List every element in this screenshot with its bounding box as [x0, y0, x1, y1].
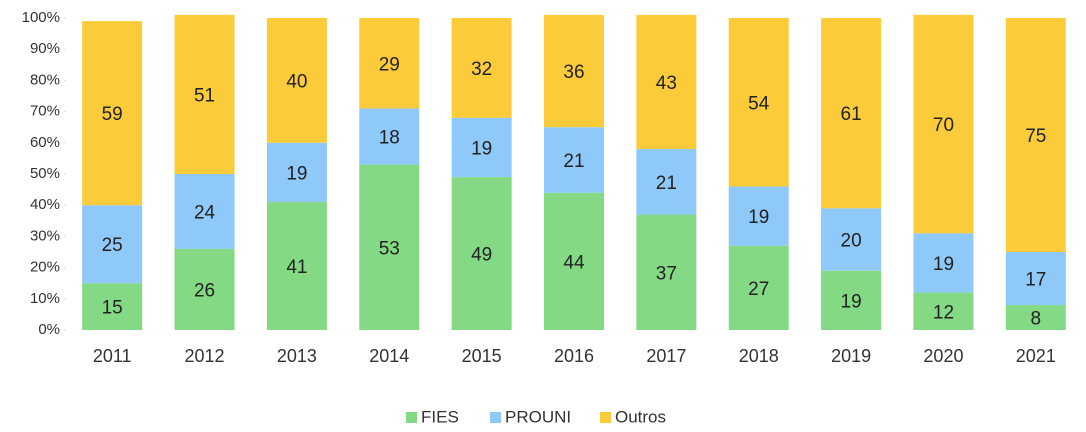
data-label: 21	[563, 151, 584, 172]
legend-label: PROUNI	[505, 407, 571, 426]
y-tick-label: 100%	[22, 9, 60, 26]
bar-segment	[821, 270, 882, 330]
data-label: 12	[933, 302, 954, 323]
y-tick-label: 30%	[30, 227, 60, 244]
data-label: 75	[1025, 126, 1046, 147]
bar-segment	[266, 18, 327, 143]
data-label: 36	[563, 62, 584, 83]
data-label: 19	[841, 291, 862, 312]
bar-segment	[636, 149, 697, 215]
data-label: 19	[286, 163, 307, 184]
y-tick-label: 20%	[30, 259, 60, 276]
bar-segment	[544, 14, 604, 128]
legend-swatch	[490, 412, 501, 423]
data-label: 27	[748, 279, 769, 300]
data-label: 24	[194, 202, 216, 223]
data-label: 18	[379, 128, 400, 149]
data-label: 54	[748, 93, 770, 114]
bar-segment	[82, 205, 143, 284]
y-tick-label: 70%	[30, 103, 60, 120]
data-label: 29	[379, 54, 400, 75]
bar-segment	[266, 142, 327, 203]
y-tick-label: 80%	[30, 71, 60, 88]
bar-segment	[913, 233, 974, 293]
data-label: 49	[471, 245, 492, 266]
bar-segment	[1005, 252, 1066, 306]
bar-segment	[1005, 305, 1066, 330]
data-label: 51	[194, 85, 215, 106]
bar-segment	[451, 177, 512, 330]
bar-segment	[821, 18, 882, 209]
bar-segment	[451, 117, 512, 178]
x-tick-label: 2018	[739, 346, 779, 366]
x-tick-label: 2019	[831, 346, 871, 366]
legend-swatch	[406, 412, 417, 423]
bar-segment	[1005, 18, 1066, 252]
bar-segment	[544, 127, 604, 193]
y-tick-label: 50%	[30, 165, 60, 182]
bar-segment	[174, 248, 235, 330]
data-label: 70	[933, 115, 954, 136]
y-tick-label: 10%	[30, 290, 60, 307]
bar-segment	[636, 14, 697, 150]
bar-segment	[266, 202, 327, 330]
legend-label: FIES	[421, 407, 459, 426]
legend-swatch	[600, 412, 611, 423]
data-label: 19	[933, 254, 954, 275]
x-tick-label: 2013	[277, 346, 317, 366]
bar-segment	[174, 174, 235, 249]
bar-segment	[821, 208, 882, 271]
bar-segment	[728, 18, 789, 187]
bar-segment	[913, 14, 974, 234]
y-tick-label: 60%	[30, 134, 60, 151]
bar-segment	[636, 214, 697, 330]
x-tick-label: 2017	[646, 346, 686, 366]
x-tick-label: 2012	[185, 346, 225, 366]
data-label: 44	[563, 252, 585, 273]
data-label: 20	[841, 231, 862, 252]
legend-label: Outros	[615, 407, 666, 426]
data-label: 19	[748, 207, 769, 228]
data-label: 19	[471, 138, 492, 159]
x-tick-label: 2016	[554, 346, 594, 366]
data-label: 43	[656, 73, 677, 94]
bar-segment	[82, 21, 143, 206]
data-label: 53	[379, 238, 400, 259]
bar-segment	[359, 164, 420, 330]
bar-segment	[544, 192, 604, 330]
y-tick-label: 90%	[30, 40, 60, 57]
data-label: 61	[841, 104, 862, 125]
bar-segment	[82, 283, 143, 330]
bar-segment	[913, 292, 974, 330]
bar-segment	[728, 186, 789, 246]
x-tick-label: 2014	[369, 346, 409, 366]
data-label: 21	[656, 173, 677, 194]
y-tick-label: 40%	[30, 196, 60, 213]
bar-segment	[728, 245, 789, 330]
data-label: 8	[1031, 309, 1042, 330]
data-label: 41	[286, 257, 307, 278]
bar-segment	[174, 14, 235, 174]
data-label: 15	[102, 298, 123, 319]
data-label: 26	[194, 280, 215, 301]
x-tick-label: 2011	[93, 346, 132, 366]
bar-segment	[359, 18, 420, 109]
bar-segment	[451, 18, 512, 118]
x-tick-label: 2020	[923, 346, 963, 366]
data-label: 59	[102, 104, 123, 125]
y-tick-label: 0%	[38, 321, 60, 338]
x-tick-label: 2021	[1016, 346, 1056, 366]
data-label: 40	[286, 71, 307, 92]
x-tick-label: 2015	[462, 346, 502, 366]
data-label: 25	[102, 235, 123, 256]
data-label: 32	[471, 59, 492, 80]
data-label: 37	[656, 263, 677, 284]
data-label: 17	[1025, 270, 1046, 291]
bar-segment	[359, 108, 420, 165]
